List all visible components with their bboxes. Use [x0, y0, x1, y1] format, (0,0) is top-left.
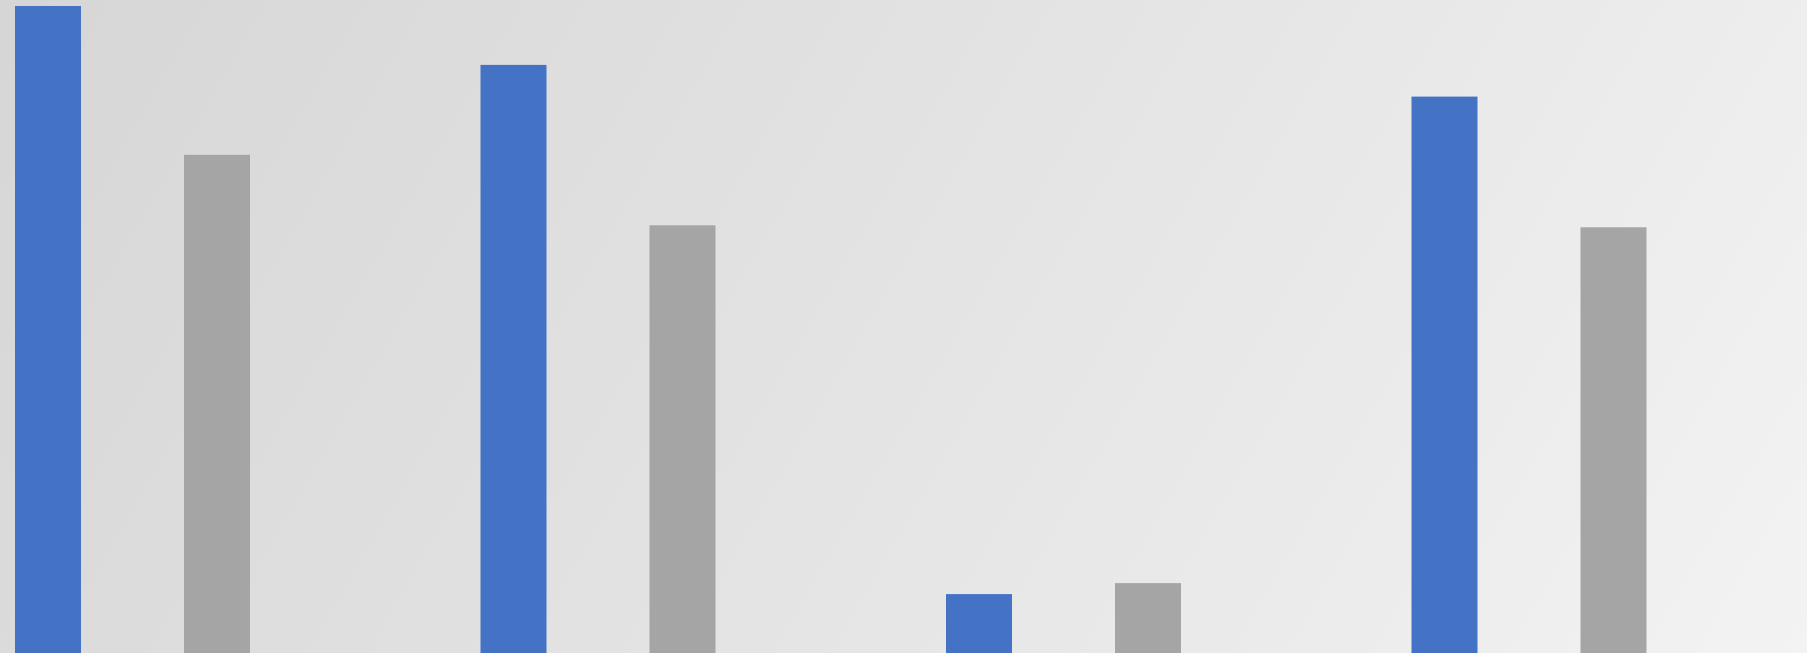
bar-series-2-category-4: [1580, 227, 1647, 653]
bar-series-2-category-3: [1115, 583, 1181, 653]
bar-series-1-category-3: [946, 594, 1012, 653]
bar-series-2-category-1: [184, 154, 250, 653]
bar-series-1-category-2: [480, 64, 547, 653]
bar-series-1-category-1: [15, 6, 81, 653]
bar-series-2-category-2: [649, 225, 716, 653]
bar-series-1-category-4: [1411, 96, 1478, 653]
